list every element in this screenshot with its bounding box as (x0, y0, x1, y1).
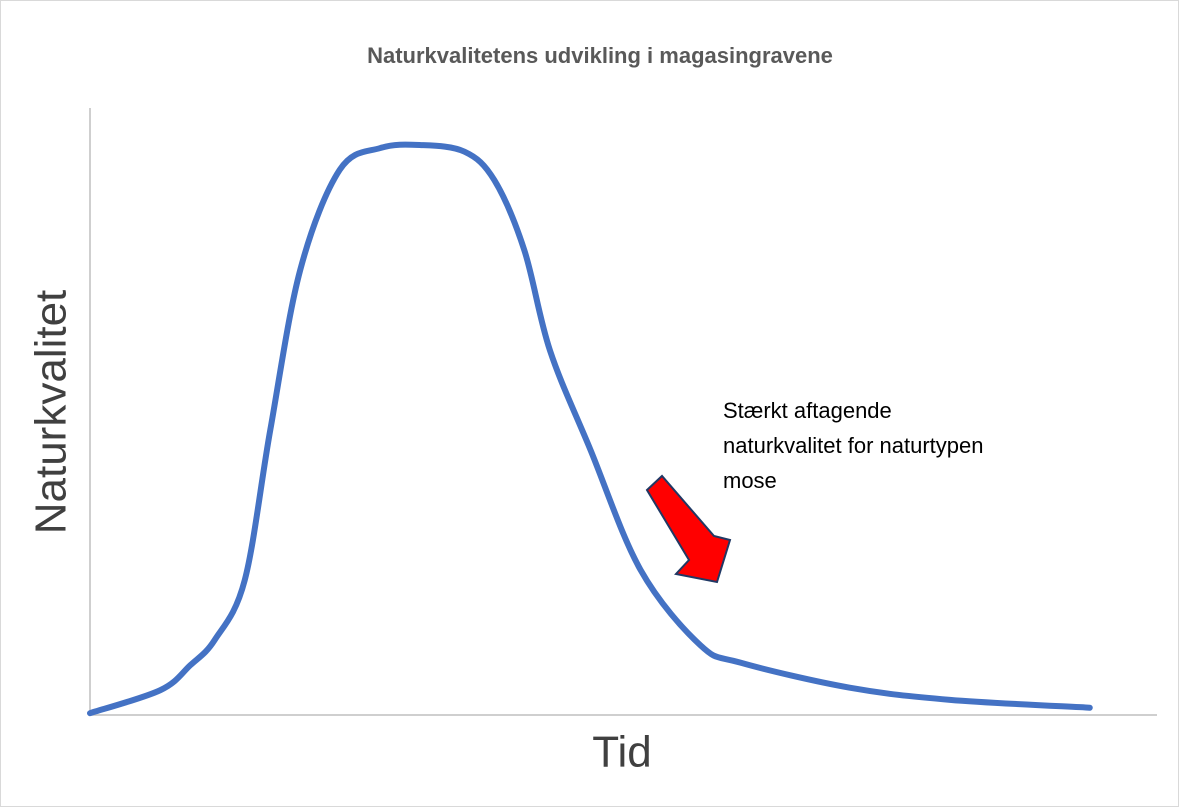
chart-title: Naturkvalitetens udvikling i magasingrav… (367, 43, 833, 68)
annotation: naturkvalitet for naturtypen (723, 433, 983, 458)
y-axis-label: Naturkvalitet (27, 290, 76, 535)
arrow (645, 474, 732, 584)
annotation: mose (723, 468, 777, 493)
x-axis-label: Tid (592, 728, 652, 777)
line (87, 141, 1093, 717)
annotation: Stærkt aftagende (723, 398, 892, 423)
